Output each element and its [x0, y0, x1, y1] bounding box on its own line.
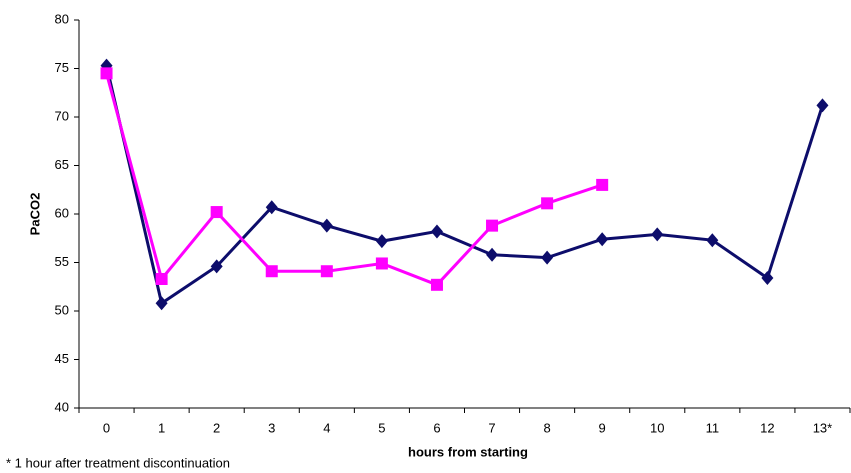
x-tick-label: 10: [650, 420, 664, 435]
marker: [706, 233, 719, 248]
marker: [651, 227, 664, 242]
marker: [100, 67, 113, 80]
x-tick-label: 5: [378, 420, 385, 435]
marker: [596, 178, 609, 191]
marker: [486, 247, 499, 262]
marker: [430, 278, 443, 291]
marker: [375, 257, 388, 270]
marker: [541, 250, 554, 265]
y-tick-label: 80: [55, 11, 69, 26]
x-tick-label: 0: [103, 420, 110, 435]
y-tick-label: 60: [55, 205, 69, 220]
marker: [265, 265, 278, 278]
series-line: [105, 65, 824, 306]
marker: [155, 296, 168, 311]
x-tick-label: 13*: [813, 420, 833, 435]
marker: [596, 232, 609, 247]
marker: [375, 234, 388, 249]
marker: [430, 224, 443, 239]
y-axis-title: PaCO2: [27, 193, 42, 236]
marker: [486, 219, 499, 232]
y-tick-label: 50: [55, 302, 69, 317]
footnote: * 1 hour after treatment discontinuation: [6, 455, 230, 470]
x-tick-label: 7: [488, 420, 495, 435]
x-axis-title: hours from starting: [408, 444, 528, 459]
marker: [541, 197, 554, 210]
y-tick-label: 55: [55, 254, 69, 269]
marker: [210, 206, 223, 219]
marker: [155, 272, 168, 285]
y-tick-label: 65: [55, 157, 69, 172]
x-tick-label: 9: [599, 420, 606, 435]
marker: [320, 218, 333, 233]
x-tick-label: 6: [433, 420, 440, 435]
x-tick-label: 3: [268, 420, 275, 435]
x-tick-label: 1: [158, 420, 165, 435]
x-tick-label: 8: [543, 420, 550, 435]
marker: [265, 200, 278, 215]
y-tick-label: 75: [55, 60, 69, 75]
marker: [816, 98, 829, 113]
x-tick-label: 2: [213, 420, 220, 435]
x-tick-label: 4: [323, 420, 330, 435]
marker: [210, 259, 223, 274]
series-line: [105, 72, 603, 287]
x-tick-label: 12: [760, 420, 774, 435]
y-tick-label: 40: [55, 399, 69, 414]
x-tick-label: 11: [706, 420, 720, 435]
y-tick-label: 45: [55, 351, 69, 366]
y-tick-label: 70: [55, 108, 69, 123]
marker: [320, 265, 333, 278]
marker: [761, 271, 774, 286]
